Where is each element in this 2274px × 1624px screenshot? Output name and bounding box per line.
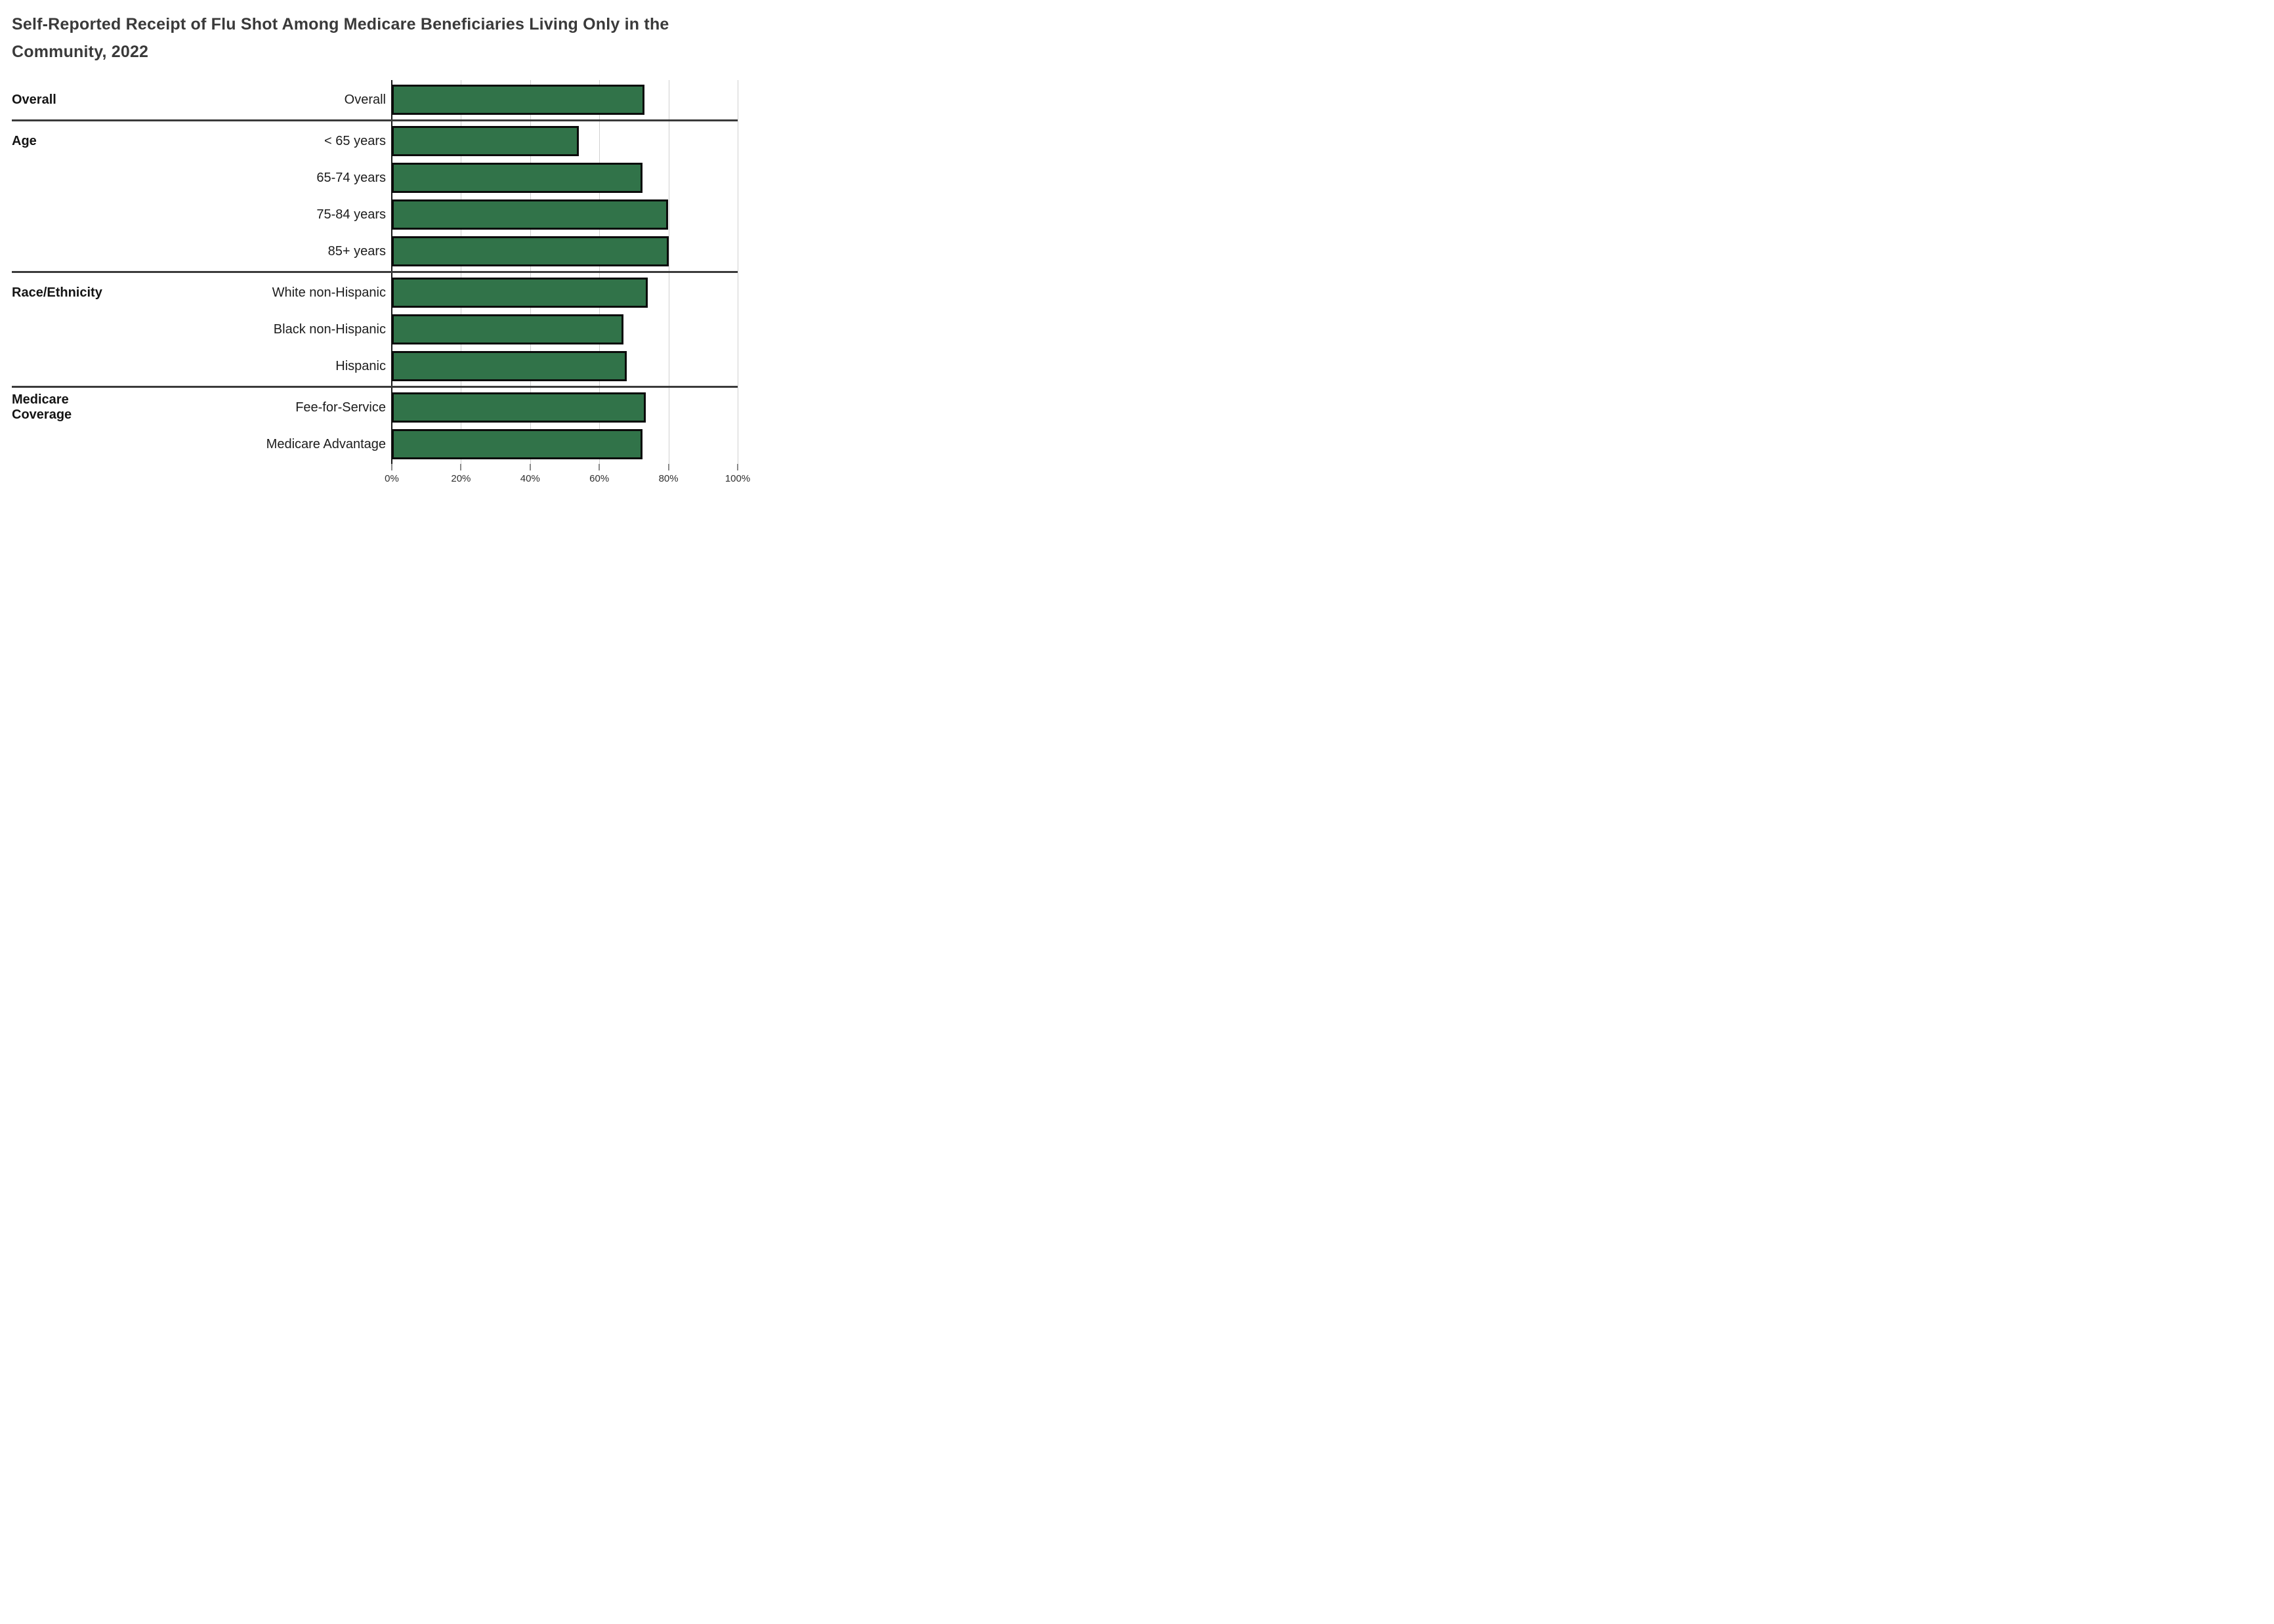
x-axis-ticks: 0% 20% 40% 60% 80% 100% <box>385 464 750 493</box>
category-label: 75-84 years <box>316 207 386 222</box>
tick-label: 20% <box>451 473 471 484</box>
bar-75-84 <box>392 199 668 230</box>
bar-track <box>392 236 738 266</box>
chart-row: Hispanic <box>12 348 738 385</box>
bar-track <box>392 351 738 381</box>
bar-overall <box>392 85 644 115</box>
group-label: Age <box>12 133 37 148</box>
group-label: Race/Ethnicity <box>12 285 102 300</box>
bar-track <box>392 278 738 308</box>
bar-hispanic <box>392 351 627 381</box>
category-label: Black non-Hispanic <box>273 322 386 337</box>
page-title: Self-Reported Receipt of Flu Shot Among … <box>12 15 669 61</box>
tick-mark <box>529 464 531 470</box>
chart-group-medicare-coverage: Medicare Coverage Fee-for-Service Medica… <box>12 388 738 464</box>
chart-row: Race/Ethnicity White non-Hispanic <box>12 274 738 311</box>
chart-group-age: Age < 65 years 65-74 years 75-84 years <box>12 121 738 273</box>
tick-label: 80% <box>658 473 679 484</box>
bar-medicare-advantage <box>392 429 643 459</box>
bar-white-non-hispanic <box>392 278 648 308</box>
tick-label: 0% <box>385 473 399 484</box>
bar-85-plus <box>392 236 669 266</box>
chart-row: Overall Overall <box>12 81 738 118</box>
chart-group-race-ethnicity: Race/Ethnicity White non-Hispanic Black … <box>12 273 738 388</box>
chart-row: 65-74 years <box>12 159 738 196</box>
bar-chart: Overall Overall Age < 65 years <box>12 80 750 493</box>
chart-group-overall: Overall Overall <box>12 80 738 121</box>
tick-mark <box>391 464 392 470</box>
bar-track <box>392 392 738 423</box>
bar-track <box>392 429 738 459</box>
tick-mark <box>737 464 738 470</box>
chart-row: Medicare Advantage <box>12 426 738 463</box>
group-label: Overall <box>12 92 56 107</box>
chart-row: Black non-Hispanic <box>12 311 738 348</box>
category-label: 85+ years <box>327 243 386 259</box>
tick-mark <box>599 464 600 470</box>
chart-row: Medicare Coverage Fee-for-Service <box>12 389 738 426</box>
chart-row: Age < 65 years <box>12 123 738 159</box>
bar-track <box>392 163 738 193</box>
tick-mark <box>667 464 669 470</box>
bar-track <box>392 126 738 156</box>
category-label: Hispanic <box>335 358 386 373</box>
category-label: Overall <box>344 92 386 107</box>
chart-row: 85+ years <box>12 233 738 270</box>
chart-page: Self-Reported Receipt of Flu Shot Among … <box>0 0 758 541</box>
group-label: Medicare Coverage <box>12 392 72 422</box>
x-axis: 0% 20% 40% 60% 80% 100% <box>12 464 750 493</box>
bar-under-65 <box>392 126 579 156</box>
tick-mark <box>460 464 462 470</box>
bar-black-non-hispanic <box>392 314 624 344</box>
category-label: Fee-for-Service <box>295 400 386 415</box>
category-label: White non-Hispanic <box>272 285 386 300</box>
tick-label: 60% <box>589 473 610 484</box>
category-label: < 65 years <box>324 133 386 148</box>
bar-track <box>392 314 738 344</box>
tick-label: 100% <box>725 473 751 484</box>
chart-row: 75-84 years <box>12 196 738 233</box>
plot-area: Overall Overall Age < 65 years <box>12 80 738 464</box>
bar-65-74 <box>392 163 643 193</box>
category-label: 65-74 years <box>316 170 386 185</box>
bar-track <box>392 199 738 230</box>
category-label: Medicare Advantage <box>266 436 386 451</box>
bar-fee-for-service <box>392 392 646 423</box>
bar-track <box>392 85 738 115</box>
tick-label: 40% <box>520 473 540 484</box>
